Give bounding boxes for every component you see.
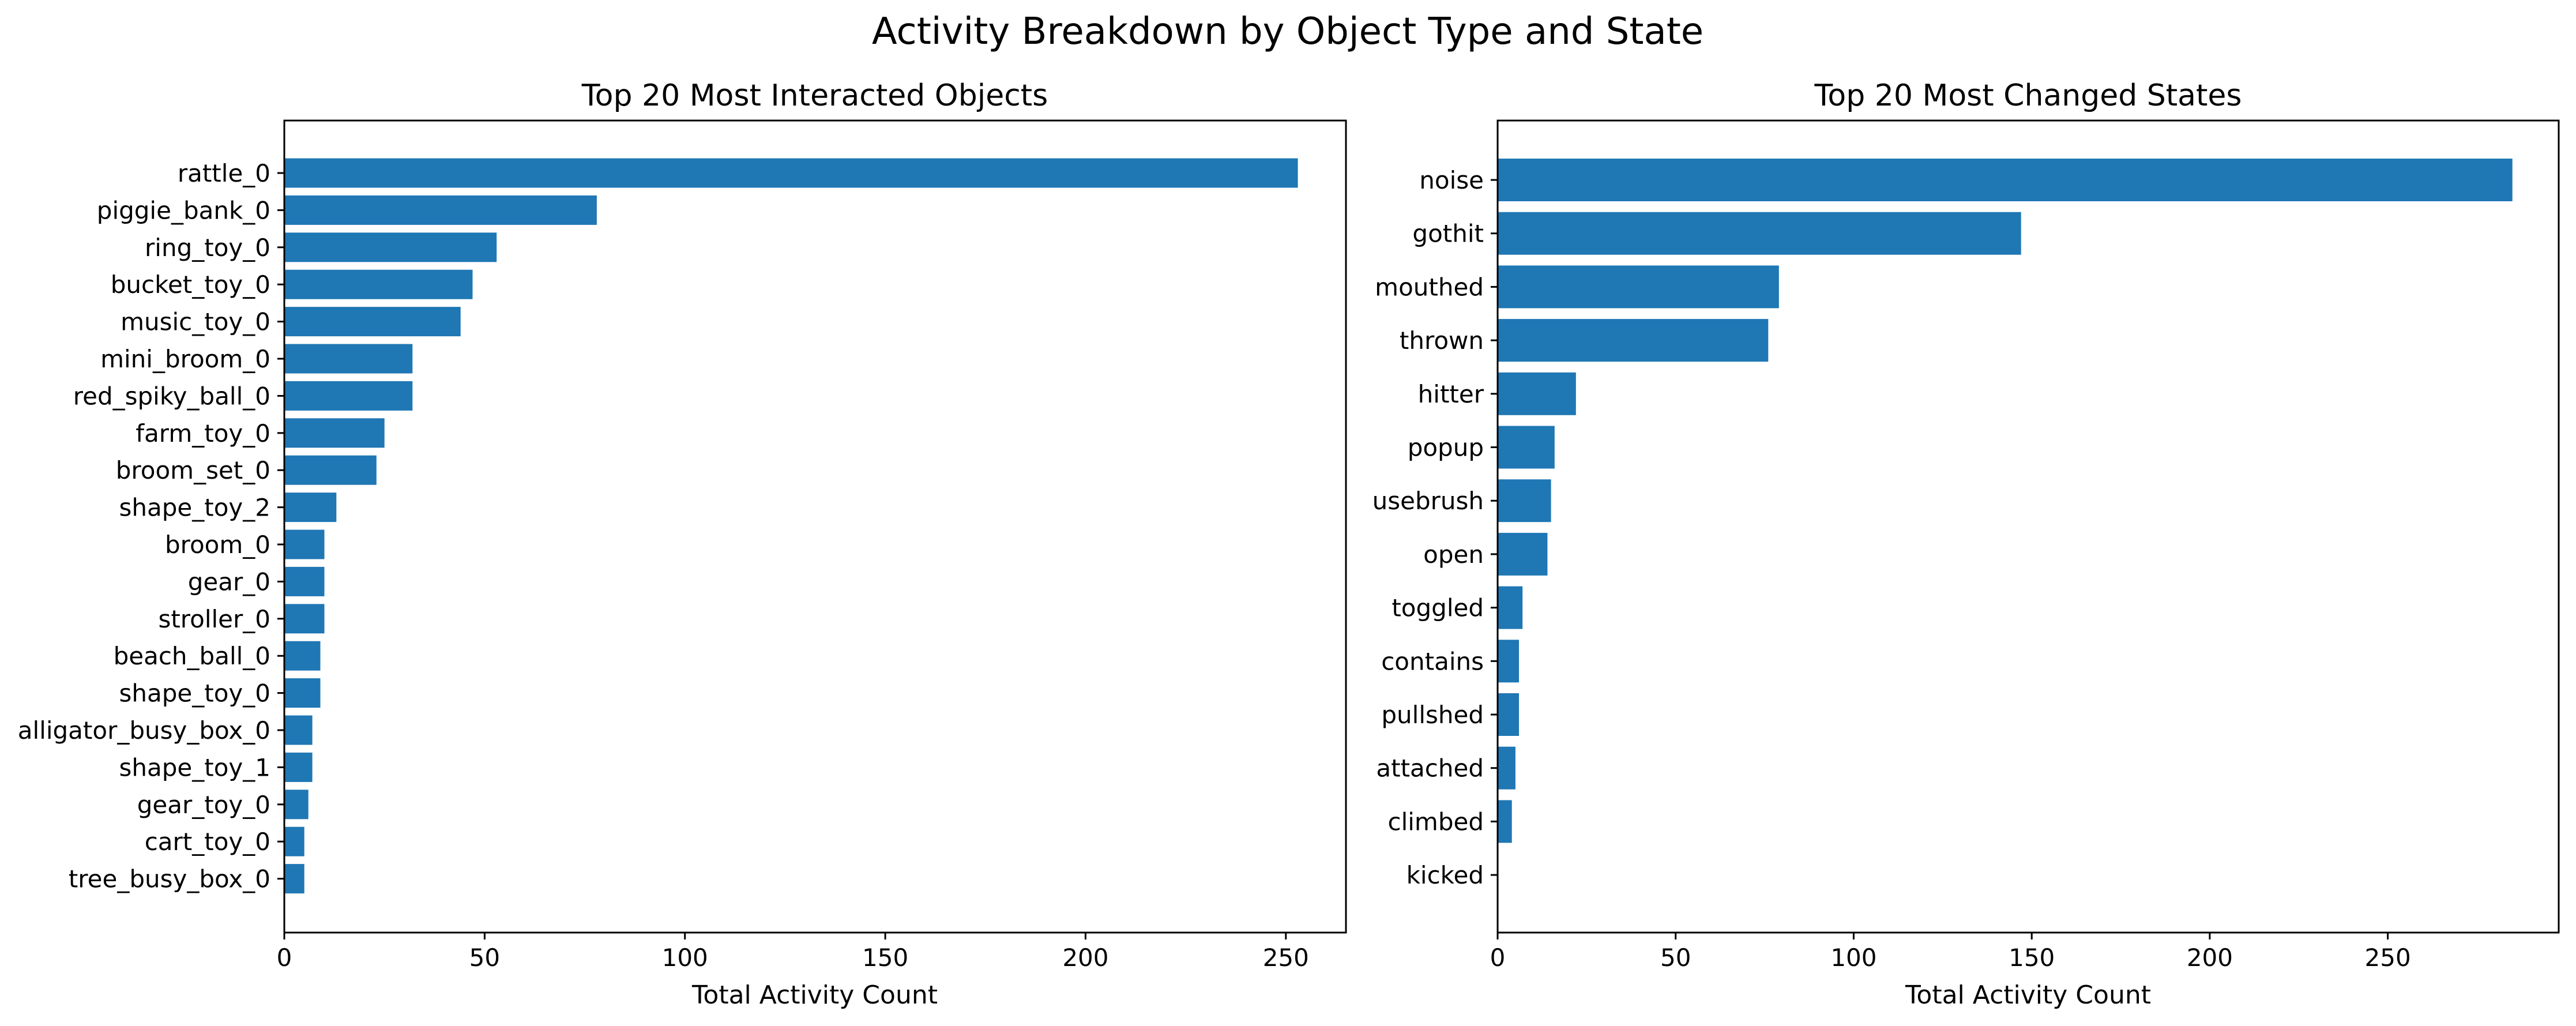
- bar-rattle-0: [284, 158, 1298, 188]
- chart-title: Top 20 Most Interacted Objects: [581, 78, 1048, 113]
- bar-bucket-toy-0: [284, 269, 473, 299]
- bar-attached: [1498, 746, 1515, 790]
- y-tick-label: piggie_bank_0: [97, 196, 270, 224]
- y-tick-label: toggled: [1392, 594, 1484, 622]
- y-tick-label: bucket_toy_0: [111, 270, 270, 299]
- y-tick-label: beach_ball_0: [114, 642, 270, 670]
- plot-frame: [1496, 119, 2560, 934]
- x-tick-label: 100: [662, 944, 708, 972]
- y-tick-label: hitter: [1418, 380, 1484, 408]
- interacted-objects-chart: Top 20 Most Interacted Objects rattle_0p…: [18, 78, 1347, 1010]
- x-tick-label: 0: [277, 944, 292, 972]
- y-tick-label: open: [1423, 540, 1484, 569]
- y-tick-label: popup: [1408, 434, 1484, 462]
- bar-gear-toy-0: [284, 790, 309, 820]
- y-tick-label: thrown: [1400, 326, 1484, 355]
- bar-usebrush: [1498, 479, 1551, 523]
- x-axis-ticks: 0 50 100 150 200 250: [1490, 933, 2411, 972]
- x-axis-label: Total Activity Count: [691, 980, 938, 1010]
- bar-hitter: [1498, 372, 1576, 415]
- y-tick-label: shape_toy_2: [119, 494, 270, 522]
- y-axis-ticks: noise gothit mouthed thrown hitter popup usebr…: [1372, 166, 1498, 889]
- bar-stroller-0: [284, 604, 325, 634]
- bar-popup: [1498, 426, 1555, 469]
- bar-piggie-bank-0: [284, 195, 597, 225]
- y-axis-ticks: rattle_0 piggie_bank_0 ring_toy_0 bucket_to…: [18, 159, 284, 893]
- bar-contains: [1498, 640, 1519, 683]
- bar-climbed: [1498, 800, 1512, 843]
- x-tick-label: 250: [2365, 944, 2411, 972]
- y-tick-label: climbed: [1387, 807, 1484, 836]
- bar-alligator-busy-box-0: [284, 715, 313, 745]
- bar-mouthed: [1498, 265, 1779, 309]
- bar-pullshed: [1498, 693, 1519, 736]
- y-tick-label: broom_set_0: [116, 456, 270, 484]
- y-tick-label: red_spiky_ball_0: [73, 382, 270, 410]
- bar-cart-toy-0: [284, 826, 304, 856]
- bar-toggled: [1498, 586, 1523, 629]
- bar-red-spiky-ball-0: [284, 381, 413, 411]
- y-tick-label: cart_toy_0: [145, 828, 270, 856]
- plot-frame: [283, 119, 1347, 934]
- x-tick-label: 0: [1490, 944, 1506, 972]
- bar-thrown: [1498, 319, 1769, 362]
- x-tick-label: 150: [862, 944, 908, 972]
- y-tick-label: tree_busy_box_0: [69, 865, 270, 893]
- bar-shape-toy-0: [284, 678, 321, 708]
- y-tick-label: gothit: [1412, 220, 1484, 248]
- bar-series: [1498, 159, 2513, 843]
- bar-music-toy-0: [284, 307, 461, 337]
- bar-open: [1498, 532, 1548, 576]
- bar-farm-toy-0: [284, 418, 385, 448]
- changed-states-chart: Top 20 Most Changed States noise gothit mo…: [1372, 78, 2560, 1010]
- y-tick-label: gear_toy_0: [137, 791, 270, 819]
- y-tick-label: farm_toy_0: [136, 419, 270, 448]
- x-tick-label: 200: [1062, 944, 1108, 972]
- x-tick-label: 200: [2187, 944, 2233, 972]
- y-tick-label: mouthed: [1375, 273, 1484, 301]
- bar-shape-toy-1: [284, 752, 313, 782]
- y-tick-label: rattle_0: [178, 159, 270, 187]
- x-tick-label: 150: [2009, 944, 2055, 972]
- y-tick-label: gear_0: [188, 568, 270, 596]
- y-tick-label: contains: [1381, 647, 1484, 675]
- y-tick-label: broom_0: [165, 531, 270, 559]
- y-tick-label: pullshed: [1381, 701, 1484, 729]
- y-tick-label: music_toy_0: [121, 308, 270, 336]
- y-tick-label: attached: [1376, 754, 1484, 783]
- bar-mini-broom-0: [284, 344, 413, 374]
- bar-gothit: [1498, 212, 2021, 255]
- y-tick-label: alligator_busy_box_0: [18, 716, 270, 745]
- bar-tree-busy-box-0: [284, 864, 304, 894]
- y-tick-label: kicked: [1407, 861, 1484, 889]
- x-tick-label: 50: [1660, 944, 1691, 972]
- y-tick-label: mini_broom_0: [100, 345, 270, 373]
- bar-shape-toy-2: [284, 493, 337, 523]
- x-tick-label: 100: [1830, 944, 1876, 972]
- y-tick-label: noise: [1419, 166, 1484, 194]
- x-tick-label: 50: [469, 944, 500, 972]
- chart-title: Top 20 Most Changed States: [1814, 78, 2242, 113]
- x-axis-label: Total Activity Count: [1905, 980, 2151, 1010]
- bar-gear-0: [284, 566, 325, 596]
- bar-series: [284, 158, 1298, 894]
- y-tick-label: ring_toy_0: [145, 234, 270, 262]
- y-tick-label: usebrush: [1372, 487, 1484, 515]
- figure-title: Activity Breakdown by Object Type and St…: [872, 10, 1703, 53]
- y-tick-label: shape_toy_1: [119, 753, 270, 781]
- bar-ring-toy-0: [284, 232, 497, 262]
- y-tick-label: stroller_0: [158, 605, 270, 633]
- y-tick-label: shape_toy_0: [119, 679, 270, 708]
- bar-noise: [1498, 159, 2513, 201]
- bar-beach-ball-0: [284, 641, 321, 671]
- x-axis-ticks: 0 50 100 150 200 250: [277, 933, 1309, 972]
- bar-broom-set-0: [284, 455, 377, 485]
- bar-broom-0: [284, 529, 325, 559]
- x-tick-label: 250: [1263, 944, 1309, 972]
